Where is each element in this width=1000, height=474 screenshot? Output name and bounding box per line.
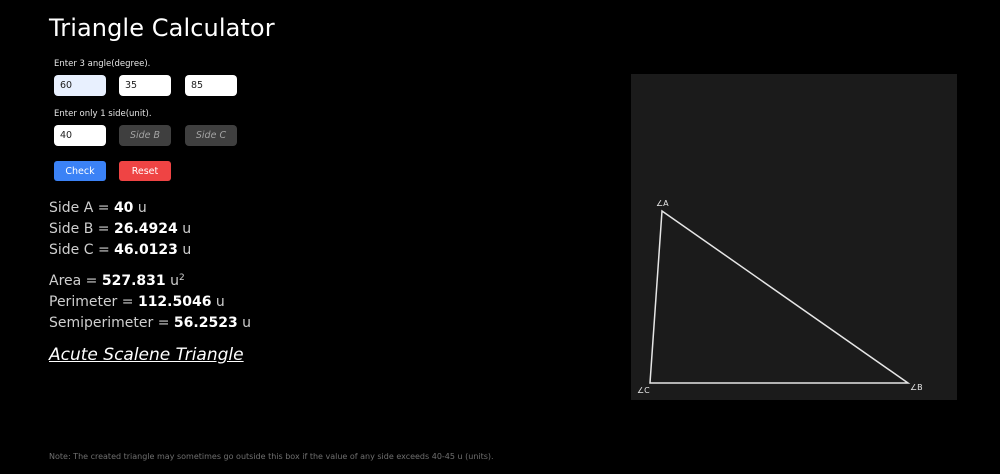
side-c-result-label: Side C = bbox=[49, 242, 115, 258]
side-a-result-value: 40 bbox=[113, 200, 134, 216]
side-c-result-value: 46.0123 bbox=[114, 242, 178, 258]
side-b-result-value: 26.4924 bbox=[113, 221, 178, 237]
angle-1-input[interactable] bbox=[54, 75, 106, 96]
side-a-input[interactable] bbox=[54, 125, 106, 146]
side-b-result-unit: u bbox=[182, 221, 192, 237]
perimeter-result-value: 112.5046 bbox=[137, 294, 212, 310]
triangle-diagram: ∠A ∠B ∠C bbox=[637, 199, 923, 395]
semiperimeter-result: Semiperimeter = 56.2523 u bbox=[49, 315, 251, 331]
semiperimeter-result-label: Semiperimeter = bbox=[49, 315, 174, 331]
semiperimeter-result-unit: u bbox=[242, 315, 252, 331]
side-c-result-unit: u bbox=[182, 242, 192, 258]
side-a-result-label: Side A = bbox=[49, 200, 114, 216]
reset-button[interactable]: Reset bbox=[119, 161, 171, 181]
triangle-canvas: ∠A ∠B ∠C bbox=[631, 74, 957, 400]
vertex-b-label: ∠B bbox=[910, 383, 923, 392]
side-b-result: Side B = 26.4924 u bbox=[49, 221, 191, 237]
vertex-a-label: ∠A bbox=[656, 199, 669, 208]
check-button[interactable]: Check bbox=[54, 161, 106, 181]
area-result-value: 527.831 bbox=[101, 273, 166, 289]
side-b-input bbox=[119, 125, 171, 146]
area-result-exponent: 2 bbox=[178, 273, 185, 283]
semiperimeter-result-value: 56.2523 bbox=[173, 315, 238, 331]
area-result-unit: u bbox=[170, 273, 179, 289]
footer-note: Note: The created triangle may sometimes… bbox=[49, 452, 494, 461]
angles-label: Enter 3 angle(degree). bbox=[54, 59, 151, 69]
triangle-shape bbox=[649, 209, 911, 384]
side-a-result: Side A = 40 u bbox=[49, 200, 147, 216]
side-a-result-unit: u bbox=[137, 200, 147, 216]
perimeter-result-unit: u bbox=[215, 294, 225, 310]
page-title: Triangle Calculator bbox=[49, 14, 275, 42]
area-result: Area = 527.831 u2 bbox=[49, 273, 185, 289]
angle-3-input[interactable] bbox=[185, 75, 237, 96]
perimeter-result-label: Perimeter = bbox=[49, 294, 138, 310]
area-result-label: Area = bbox=[49, 273, 102, 289]
vertex-c-label: ∠C bbox=[637, 386, 650, 395]
side-b-result-label: Side B = bbox=[49, 221, 114, 237]
side-c-input bbox=[185, 125, 237, 146]
side-c-result: Side C = 46.0123 u bbox=[49, 242, 191, 258]
perimeter-result: Perimeter = 112.5046 u bbox=[49, 294, 225, 310]
side-label: Enter only 1 side(unit). bbox=[54, 109, 152, 119]
angle-2-input[interactable] bbox=[119, 75, 171, 96]
triangle-classification: Acute Scalene Triangle bbox=[49, 345, 244, 365]
